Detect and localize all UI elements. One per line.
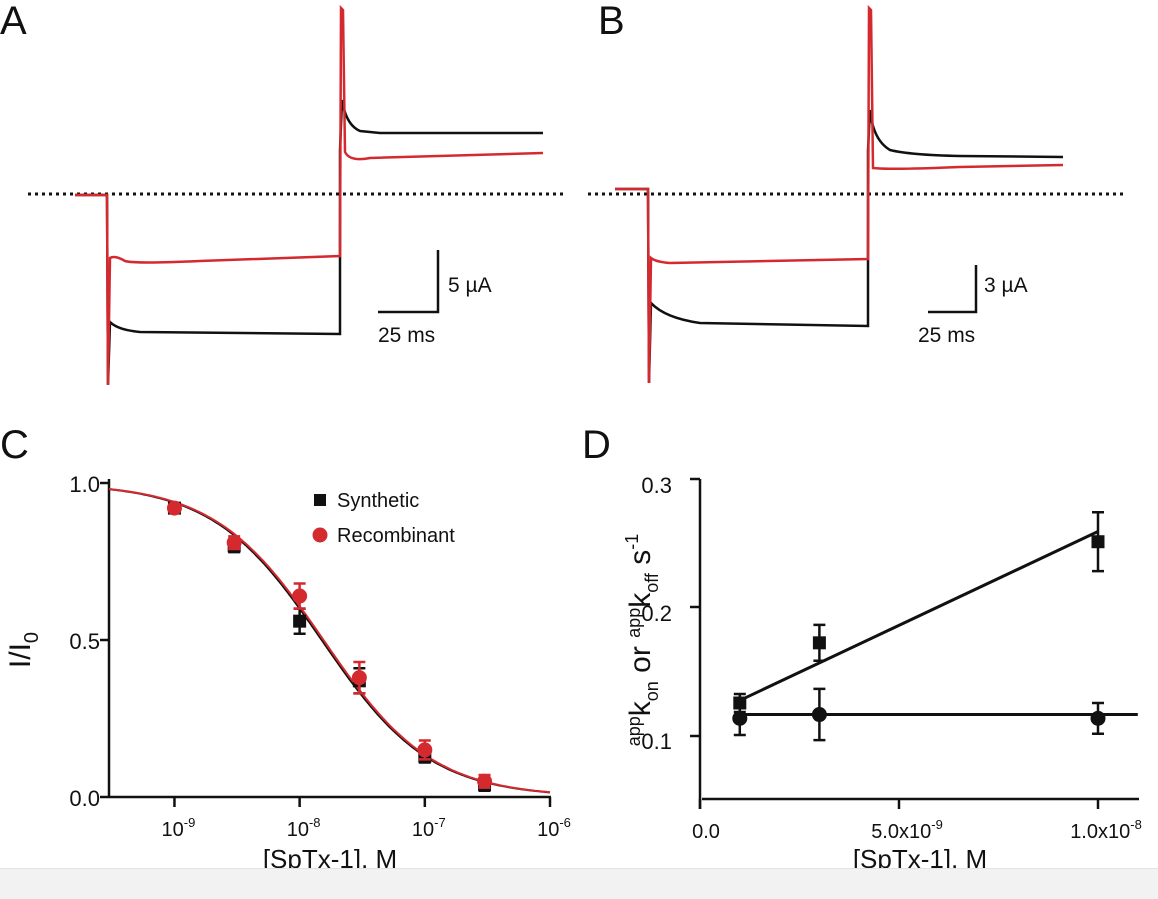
c-y-tick-label: 0.5 [69, 629, 100, 654]
d-y-tick-label: 0.1 [641, 729, 672, 754]
bottom-band [0, 868, 1158, 899]
koff-data-point [811, 707, 827, 723]
c-x-tick-label: 10-6 [537, 815, 571, 841]
trace-b-toxin [615, 4, 1064, 384]
scale-current-a: 5 µA [448, 274, 492, 297]
scale-bar-b [928, 265, 978, 314]
d-x-tick-label: 0.0 [692, 821, 720, 843]
data-point-recombinant [166, 500, 182, 516]
panel-label-d: D [582, 423, 611, 467]
c-x-tick-label: 10-7 [412, 815, 446, 841]
fit-curve-recombinant [108, 488, 551, 794]
c-y-axis-label: I/I0 [4, 632, 43, 668]
data-point-synthetic [293, 614, 307, 628]
scale-time-b: 25 ms [918, 324, 975, 347]
scale-time-a: 25 ms [378, 324, 435, 347]
legend-marker-synthetic [314, 494, 326, 506]
c-x-tick-label: 10-8 [287, 815, 321, 841]
trace-a-control [75, 99, 543, 386]
panel-c-chart: 1.0 0.5 0.0 I/I0 [SpTx-1], M 10-9 10-8 10-… [4, 472, 571, 874]
c-x-tick-label: 10-9 [162, 815, 196, 841]
d-x-tick-label: 1.0x10-8 [1070, 817, 1142, 843]
panel-d-chart: 0.3 0.2 0.1 appkon or appkoff s-1 [SpTx-… [622, 473, 1142, 874]
koff-data-point [1090, 710, 1106, 726]
data-point-recombinant [226, 535, 242, 551]
scale-bar-a [378, 250, 440, 314]
panel-label-c: C [0, 423, 29, 467]
scale-current-b: 3 µA [984, 274, 1028, 297]
d-y-tick-label: 0.2 [641, 601, 672, 626]
d-x-tick-label: 5.0x10-9 [871, 817, 943, 843]
c-y-tick-label: 1.0 [69, 472, 100, 497]
legend-marker-recombinant [312, 527, 328, 543]
legend-label-recombinant: Recombinant [337, 525, 455, 547]
data-point-recombinant [351, 670, 367, 686]
legend-label-synthetic: Synthetic [337, 490, 419, 512]
trace-a-toxin [75, 4, 544, 386]
fit-curve-synthetic [108, 488, 551, 794]
kon-data-point [812, 636, 826, 650]
data-point-recombinant [477, 773, 493, 789]
panel-label-b: B [598, 0, 625, 43]
c-y-tick-label: 0.0 [69, 786, 100, 811]
trace-b-control [615, 109, 1064, 384]
d-y-tick-label: 0.3 [641, 473, 672, 498]
d-y-axis-label: appkon or appkoff s-1 [622, 534, 662, 747]
data-point-recombinant [292, 588, 308, 604]
kon-data-point [1091, 535, 1105, 549]
kon-fit-line [739, 530, 1099, 702]
panel-label-a: A [0, 0, 27, 43]
data-point-recombinant [417, 742, 433, 758]
koff-data-point [732, 710, 748, 726]
